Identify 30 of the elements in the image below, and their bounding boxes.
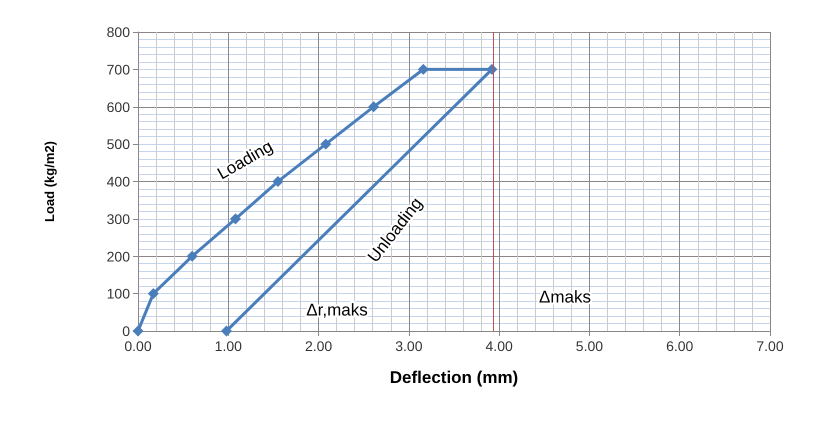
annotation: Δr,maks: [306, 300, 368, 320]
y-tick-label: 600: [106, 98, 130, 115]
point: [220, 326, 232, 336]
y-axis-title: Load (kg/m2): [42, 141, 57, 222]
x-tick-label: 4.00: [486, 338, 513, 354]
y-tick-label: 700: [106, 61, 130, 78]
x-tick-label: 1.00: [214, 338, 242, 354]
y-tick-label: 500: [106, 136, 130, 152]
y-tick-label: 0: [122, 323, 130, 339]
x-tick-label: 3.00: [395, 338, 423, 354]
y-tick-label: 800: [106, 24, 130, 40]
y-tick-label: 100: [106, 286, 130, 302]
x-tick-label: 2.00: [304, 338, 332, 354]
point: [230, 213, 242, 224]
point: [186, 250, 198, 262]
y-tick-label: 200: [106, 248, 130, 264]
point: [368, 101, 380, 112]
x-tick-label: 5.00: [576, 338, 604, 354]
point: [418, 64, 429, 75]
x-axis-title: Deflection (mm): [390, 368, 518, 387]
point: [320, 138, 332, 150]
annotation: Δmaks: [539, 288, 591, 306]
y-tick-label: 300: [106, 210, 130, 227]
y-tick-label: 400: [106, 174, 130, 190]
x-tick-label: 0.00: [124, 338, 152, 354]
point: [272, 176, 284, 187]
x-tick-label: 6.00: [666, 338, 694, 354]
point: [132, 326, 144, 336]
x-tick-label: 7.00: [756, 338, 784, 354]
point: [148, 288, 159, 300]
